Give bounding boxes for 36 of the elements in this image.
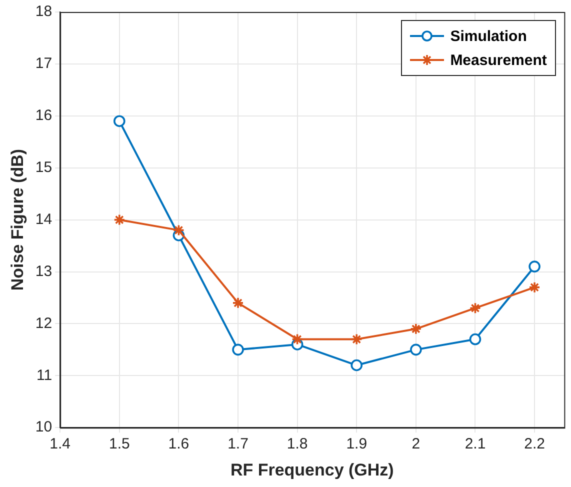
y-tick-label: 10 (35, 418, 52, 436)
point (410, 344, 422, 356)
point (113, 214, 126, 226)
x-tick-label: 1.7 (228, 436, 248, 453)
x-axis-title: RF Frequency (GHz) (230, 460, 394, 480)
point (113, 115, 126, 127)
legend-label: Simulation (450, 28, 527, 44)
point (469, 302, 482, 314)
point (528, 260, 540, 272)
y-tick-label: 17 (35, 55, 52, 72)
x-tick-label: 2.1 (464, 436, 486, 453)
y-tick-label: 13 (35, 262, 52, 280)
y-tick-label: 11 (36, 366, 52, 384)
x-tick-label: 2 (412, 436, 420, 453)
y-tick-label: 15 (35, 158, 52, 176)
legend-label: Measurement (450, 52, 547, 68)
point (232, 344, 244, 356)
point (410, 322, 422, 335)
y-tick-label: 18 (35, 3, 52, 20)
x-tick-label: 2.2 (524, 436, 545, 453)
x-tick-label: 1.5 (108, 436, 130, 453)
x-tick-label: 1.8 (286, 436, 308, 453)
x-tick-label: 1.6 (168, 436, 190, 453)
y-axis-title: Noise Figure (dB) (8, 148, 27, 291)
y-tick-label: 14 (35, 210, 52, 228)
point (172, 224, 185, 236)
point (232, 297, 244, 309)
point (528, 281, 540, 294)
point (469, 333, 482, 346)
y-tick-label: 12 (35, 314, 52, 332)
point (350, 333, 363, 346)
point (350, 359, 363, 372)
x-tick-label: 1.4 (50, 436, 71, 453)
y-tick-label: 16 (35, 107, 52, 124)
point (291, 333, 304, 346)
x-tick-label: 1.9 (346, 436, 368, 453)
